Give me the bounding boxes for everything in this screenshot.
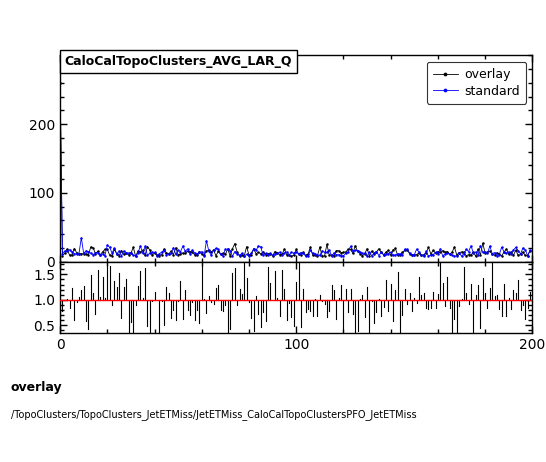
standard xyxy=(76,251,82,256)
standard xyxy=(489,251,495,256)
overlay xyxy=(288,254,295,259)
overlay xyxy=(85,252,92,258)
overlay xyxy=(527,248,533,254)
overlay xyxy=(489,251,495,257)
standard xyxy=(182,249,188,254)
Legend: overlay, standard: overlay, standard xyxy=(427,62,526,104)
Text: overlay: overlay xyxy=(11,381,63,394)
overlay xyxy=(57,80,63,86)
overlay xyxy=(506,251,512,257)
standard xyxy=(527,248,533,253)
overlay xyxy=(144,244,151,249)
standard xyxy=(506,249,512,255)
standard xyxy=(229,253,236,259)
Line: overlay: overlay xyxy=(59,82,531,257)
standard xyxy=(144,253,151,258)
Text: CaloCalTopoClusters_AVG_LAR_Q: CaloCalTopoClusters_AVG_LAR_Q xyxy=(65,55,292,68)
overlay xyxy=(76,251,82,257)
overlay xyxy=(182,250,188,256)
Text: /TopoClusters/TopoClusters_JetETMiss/JetETMiss_CaloCalTopoClustersPFO_JetETMiss: /TopoClusters/TopoClusters_JetETMiss/Jet… xyxy=(11,409,417,420)
standard xyxy=(85,249,92,255)
Line: standard: standard xyxy=(59,82,531,257)
standard xyxy=(57,80,63,86)
